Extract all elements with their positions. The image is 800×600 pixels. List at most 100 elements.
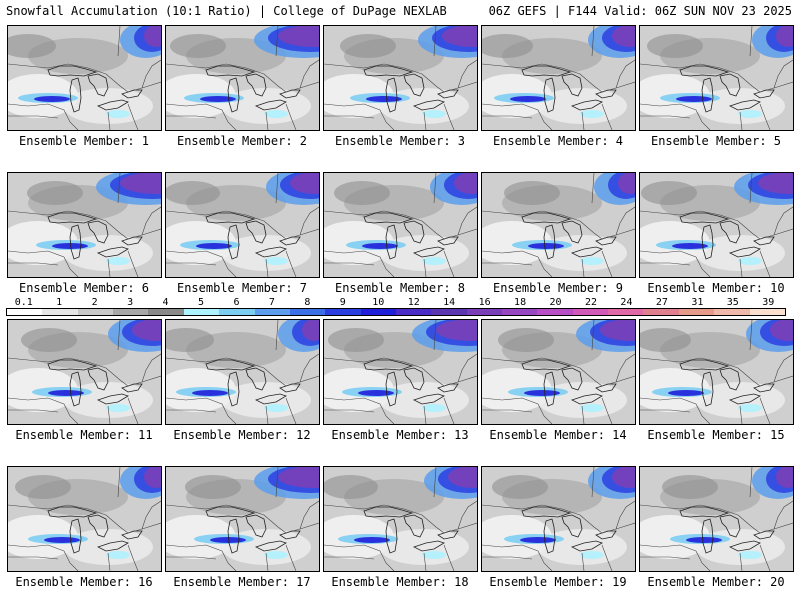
member-map	[482, 320, 635, 424]
colorbar-label: 16	[478, 297, 491, 308]
member-map-panel	[639, 25, 794, 131]
member-map	[8, 320, 161, 424]
colorbar-swatch	[148, 309, 184, 315]
colorbar-swatch	[643, 309, 679, 315]
member-map-panel	[165, 25, 320, 131]
colorbar-label: 18	[514, 297, 527, 308]
member-map-panel	[7, 172, 162, 278]
member-map	[166, 467, 319, 571]
member-caption: Ensemble Member: 11	[15, 428, 153, 442]
member-map-panel	[165, 172, 320, 278]
political-borders	[324, 26, 477, 130]
political-borders	[8, 173, 161, 277]
political-borders	[324, 320, 477, 424]
member-map-panel	[639, 466, 794, 572]
member-map	[166, 320, 319, 424]
member-map	[166, 173, 319, 277]
colorbar-swatch	[608, 309, 644, 315]
colorbar-label: 39	[762, 297, 775, 308]
colorbar-labels: 0.1 1 2 3 4 5 6 7 8 9 10 12 14 16 18 20 22 24 27 31 35 39	[6, 297, 786, 308]
colorbar-swatch	[113, 309, 149, 315]
member-map	[324, 26, 477, 130]
colorbar-swatch	[678, 309, 715, 315]
political-borders	[166, 320, 319, 424]
member-caption: Ensemble Member: 19	[489, 575, 627, 589]
member-map	[166, 26, 319, 130]
colorbar-swatch	[537, 309, 573, 315]
member-caption: Ensemble Member: 14	[489, 428, 627, 442]
product-title: Snowfall Accumulation (10:1 Ratio) | Col…	[6, 4, 447, 18]
member-caption: Ensemble Member: 18	[331, 575, 469, 589]
member-caption: Ensemble Member: 7	[176, 281, 308, 295]
member-map-panel	[639, 319, 794, 425]
colorbar-label: 14	[443, 297, 456, 308]
colorbar-swatch	[289, 309, 326, 315]
colorbar-label: 20	[549, 297, 562, 308]
political-borders	[482, 26, 635, 130]
colorbar-label: 1	[56, 297, 63, 308]
political-borders	[166, 467, 319, 571]
colorbar-label: 12	[407, 297, 420, 308]
colorbar-swatch	[360, 309, 396, 315]
colorbar-label: 10	[372, 297, 385, 308]
member-map	[324, 467, 477, 571]
great-lakes-outline	[205, 506, 301, 554]
colorbar-label: 0.1	[14, 297, 33, 308]
political-borders	[640, 320, 793, 424]
member-map	[482, 26, 635, 130]
member-caption: Ensemble Member: 15	[647, 428, 785, 442]
political-borders	[640, 173, 793, 277]
political-borders	[8, 26, 161, 130]
colorbar-swatch	[254, 309, 290, 315]
member-caption: Ensemble Member: 1	[18, 134, 150, 148]
member-map	[8, 26, 161, 130]
member-map-panel	[481, 466, 636, 572]
political-borders	[166, 173, 319, 277]
political-borders	[8, 320, 161, 424]
colorbar-label: 24	[620, 297, 633, 308]
political-borders	[482, 467, 635, 571]
colorbar-swatches	[6, 308, 786, 316]
member-map-panel	[323, 25, 478, 131]
member-caption: Ensemble Member: 12	[173, 428, 311, 442]
colorbar-swatch	[7, 309, 43, 315]
member-map-panel	[481, 172, 636, 278]
member-map-panel	[323, 319, 478, 425]
member-caption: Ensemble Member: 17	[173, 575, 311, 589]
political-borders	[482, 173, 635, 277]
member-caption: Ensemble Member: 8	[334, 281, 466, 295]
member-map	[482, 173, 635, 277]
colorbar-swatch	[42, 309, 78, 315]
colorbar-label: 22	[584, 297, 598, 308]
political-borders	[482, 320, 635, 424]
colorbar-label: 5	[197, 297, 205, 308]
member-map-panel	[7, 466, 162, 572]
member-map	[640, 26, 793, 130]
political-borders	[166, 26, 319, 130]
snowfall-colorbar: 0.1 1 2 3 4 5 6 7 8 9 10 12 14 16 18 20 22 24 27 31 35 39	[6, 297, 786, 317]
member-map-panel	[165, 466, 320, 572]
political-borders	[324, 467, 477, 571]
great-lakes-outline	[363, 212, 459, 260]
member-caption: Ensemble Member: 9	[492, 281, 624, 295]
great-lakes-outline	[205, 65, 301, 113]
colorbar-swatch	[714, 309, 750, 315]
member-caption: Ensemble Member: 13	[331, 428, 469, 442]
great-lakes-outline	[47, 65, 143, 113]
member-map	[8, 173, 161, 277]
colorbar-swatch	[77, 309, 114, 315]
great-lakes-outline	[47, 212, 143, 260]
member-map-panel	[481, 319, 636, 425]
member-map-panel	[7, 319, 162, 425]
great-lakes-outline	[205, 212, 301, 260]
colorbar-label: 7	[268, 297, 275, 308]
colorbar-swatch	[395, 309, 432, 315]
member-caption: Ensemble Member: 5	[650, 134, 782, 148]
colorbar-label: 2	[91, 297, 98, 308]
great-lakes-outline	[363, 359, 459, 407]
member-caption: Ensemble Member: 20	[647, 575, 785, 589]
colorbar-swatch	[466, 309, 503, 315]
member-map-panel	[639, 172, 794, 278]
member-map-panel	[481, 25, 636, 131]
colorbar-swatch	[749, 309, 785, 315]
